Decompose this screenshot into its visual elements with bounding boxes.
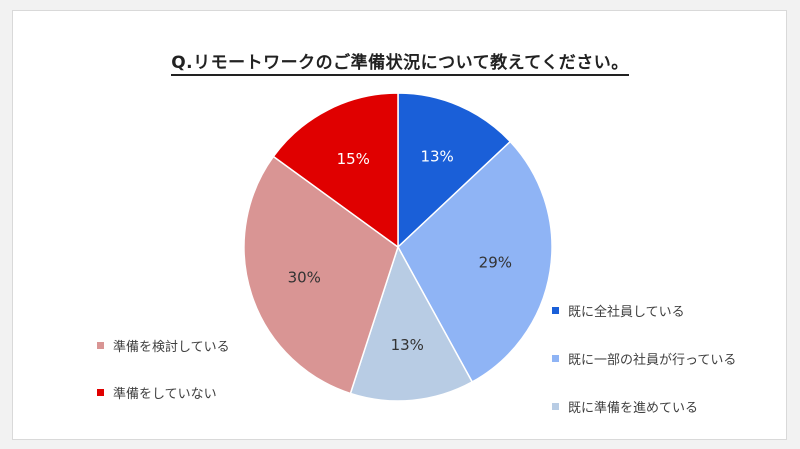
chart-title-text: Q.リモートワークのご準備状況について教えてください。: [171, 53, 629, 76]
legend-item-0: 既に全社員している: [552, 298, 736, 323]
slice-label-4: 15%: [337, 150, 370, 168]
slice-label-0: 13%: [420, 148, 453, 166]
legend-item-3: 準備を検討している: [97, 335, 230, 355]
pie-slice-2: [349, 245, 474, 402]
legend-label: 準備をしていない: [113, 386, 217, 402]
legend-label: 既に準備を進めている: [568, 401, 699, 416]
legend-swatch: [552, 307, 559, 314]
slice-label-2: 13%: [391, 336, 424, 354]
legend-left: 準備を検討している 準備をしていない: [97, 335, 230, 429]
slice-label-1: 29%: [479, 253, 512, 271]
pie-slice-3: [243, 155, 399, 395]
legend-item-1: 既に一部の社員が行っている: [552, 346, 736, 371]
legend-right: 既に全社員している既に一部の社員が行っている 既に準備を進めている: [552, 298, 736, 442]
slice-label-3: 30%: [288, 268, 321, 286]
legend-label: 既に全社員している: [568, 305, 685, 320]
pie-slice-4: [272, 92, 399, 249]
legend-item-4: 準備をしていない: [97, 382, 230, 402]
legend-item-2: 既に準備を進めている: [552, 394, 736, 419]
legend-label: 既に一部の社員が行っている: [568, 353, 737, 368]
legend-swatch: [97, 341, 104, 349]
legend-swatch: [97, 388, 104, 396]
legend-swatch: [552, 355, 559, 362]
chart-title: Q.リモートワークのご準備状況について教えてください。: [0, 48, 800, 76]
legend-label: 準備を検討している: [113, 339, 230, 355]
pie-slice-0: [397, 92, 512, 249]
legend-swatch: [552, 403, 559, 410]
pie-slice-1: [397, 140, 553, 383]
